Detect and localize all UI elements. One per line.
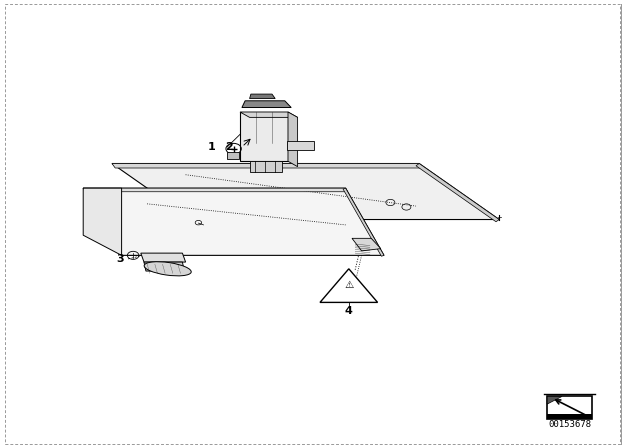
Bar <box>547 414 592 419</box>
Polygon shape <box>287 141 314 150</box>
Polygon shape <box>250 94 275 99</box>
Polygon shape <box>83 188 384 255</box>
Polygon shape <box>227 152 239 159</box>
Polygon shape <box>112 164 499 220</box>
Polygon shape <box>242 101 291 108</box>
Bar <box>547 396 592 419</box>
Polygon shape <box>83 188 348 192</box>
Polygon shape <box>112 164 422 168</box>
Polygon shape <box>240 112 298 117</box>
Polygon shape <box>343 188 384 256</box>
Text: 3: 3 <box>116 254 124 264</box>
Text: 00153678: 00153678 <box>548 420 591 429</box>
Polygon shape <box>240 112 288 161</box>
Text: 4: 4 <box>345 306 353 316</box>
Polygon shape <box>144 262 184 271</box>
Polygon shape <box>320 269 378 302</box>
Text: ⚠: ⚠ <box>345 280 354 290</box>
Polygon shape <box>352 238 381 251</box>
Polygon shape <box>416 164 499 222</box>
Polygon shape <box>83 188 122 255</box>
Polygon shape <box>141 253 186 262</box>
Text: 1: 1 <box>207 142 215 152</box>
Text: 2: 2 <box>225 142 233 152</box>
Polygon shape <box>288 112 298 167</box>
Polygon shape <box>547 396 562 404</box>
Ellipse shape <box>144 262 191 276</box>
Polygon shape <box>250 161 282 172</box>
